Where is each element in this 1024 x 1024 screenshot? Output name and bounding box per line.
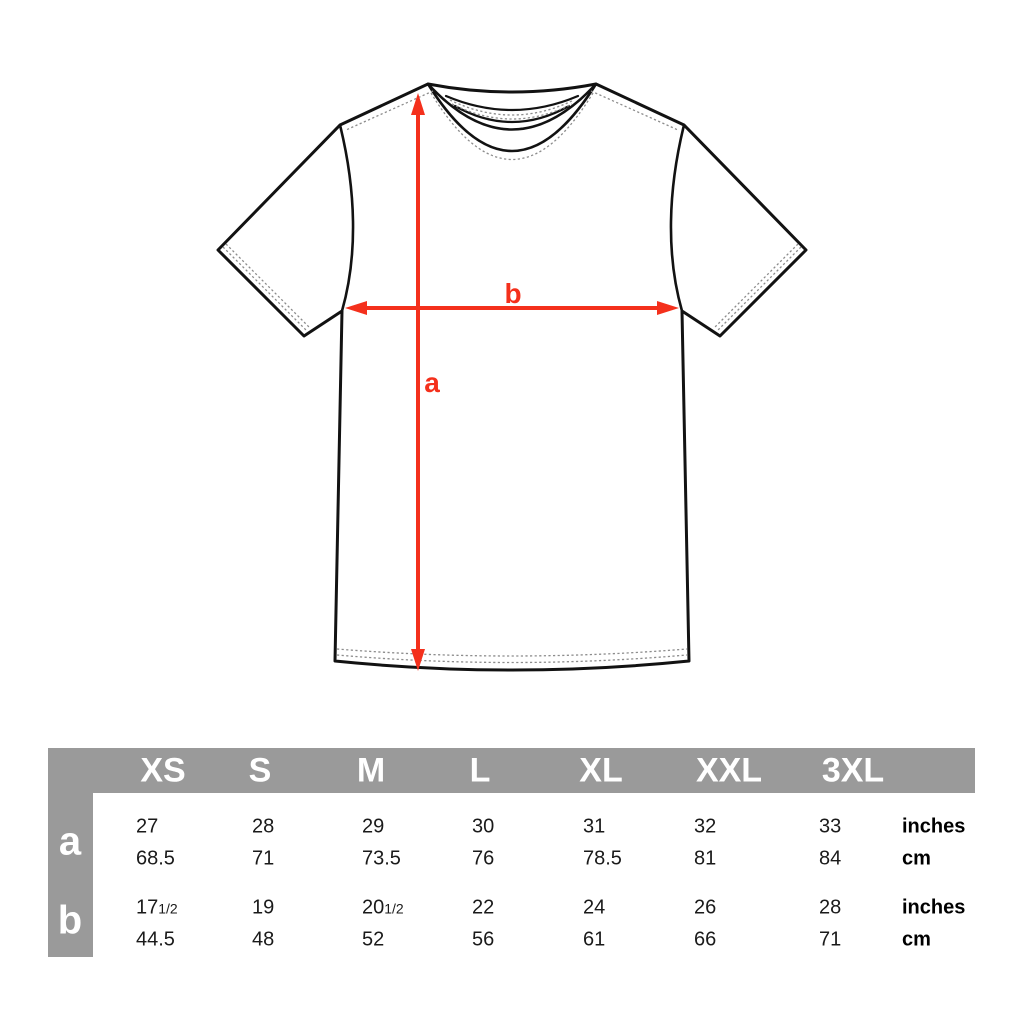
size-column-header-xs: XS — [140, 751, 186, 790]
dimension-arrow-a: a — [411, 93, 440, 671]
tshirt-body-shape — [216, 82, 808, 672]
collar-outer-edge — [426, 82, 598, 153]
size-value-cell: 71 — [819, 928, 842, 951]
size-value-cell: 73.5 — [362, 847, 401, 870]
back-collar-line-2 — [453, 104, 571, 124]
unit-label-cm: cm — [902, 928, 931, 951]
dimension-label-column — [48, 748, 93, 957]
collar-inner-edge — [426, 82, 598, 131]
size-value-cell: 31 — [583, 815, 606, 838]
size-value-cell: 28 — [819, 896, 842, 919]
size-column-header-l: L — [469, 751, 491, 790]
unit-label-inches: inches — [902, 896, 966, 919]
dimension-arrow-b: b — [345, 278, 679, 315]
size-value-cell: 81 — [694, 847, 717, 870]
arrow-a-top-head — [411, 93, 425, 115]
right-armhole-seam — [669, 123, 686, 313]
size-column-header-3xl: 3XL — [821, 751, 885, 790]
back-collar-line-1 — [444, 94, 580, 112]
size-value-cell: 201/2 — [362, 896, 404, 919]
arrow-b-left-head — [345, 301, 367, 315]
size-value-cell: 56 — [472, 928, 495, 951]
collar — [345, 82, 679, 160]
hem-stitch-1 — [336, 648, 688, 657]
size-value-cell: 68.5 — [136, 847, 175, 870]
size-value-cell: 61 — [583, 928, 606, 951]
left-cuff-stitch-1 — [222, 246, 308, 332]
size-value-cell: 78.5 — [583, 847, 622, 870]
size-column-header-m: M — [356, 751, 386, 790]
back-collar-stitch-1 — [449, 99, 575, 116]
size-value-cell: 33 — [819, 815, 842, 838]
arrow-b-right-head — [657, 301, 679, 315]
tshirt-outline — [216, 82, 808, 672]
size-value-cell: 24 — [583, 896, 606, 919]
right-shoulder-stitching — [590, 90, 679, 131]
size-value-cell: 19 — [252, 896, 275, 919]
hem-stitch-2 — [336, 654, 688, 664]
left-armhole-seam — [338, 123, 355, 313]
size-column-header-xl: XL — [579, 751, 623, 790]
unit-label-cm: cm — [902, 847, 931, 870]
right-cuff-stitch-2 — [713, 243, 799, 329]
arrow-a-bottom-head — [411, 649, 425, 671]
size-value-cell: 29 — [362, 815, 385, 838]
size-value-cell: 48 — [252, 928, 275, 951]
fraction-suffix: 1/2 — [158, 900, 178, 917]
dimension-label-b: b — [504, 278, 521, 309]
size-value-cell: 30 — [472, 815, 495, 838]
size-value-cell: 22 — [472, 896, 495, 919]
back-collar-stitch-2 — [451, 103, 573, 120]
size-value-cell: 52 — [362, 928, 385, 951]
left-cuff-stitch-2 — [225, 243, 311, 329]
size-value-cell: 66 — [694, 928, 717, 951]
size-value-cell: 171/2 — [136, 896, 178, 919]
dimension-row-label-a: a — [58, 819, 82, 864]
size-value-cell: 76 — [472, 847, 495, 870]
dimension-label-a: a — [424, 367, 440, 398]
size-value-cell: 84 — [819, 847, 842, 870]
size-value-cell: 44.5 — [136, 928, 175, 951]
size-value-cell: 26 — [694, 896, 717, 919]
right-cuff-stitch-1 — [716, 246, 802, 332]
size-header-bar — [48, 748, 975, 793]
fraction-suffix: 1/2 — [384, 900, 404, 917]
size-value-cell: 27 — [136, 815, 159, 838]
stitching — [222, 243, 802, 664]
size-column-header-s: S — [248, 751, 272, 790]
size-value-cell: 71 — [252, 847, 275, 870]
size-column-header-xxl: XXL — [695, 751, 763, 790]
size-value-cell: 28 — [252, 815, 275, 838]
unit-label-inches: inches — [902, 815, 966, 838]
size-value-cell: 32 — [694, 815, 717, 838]
dimension-row-label-b: b — [57, 898, 83, 943]
